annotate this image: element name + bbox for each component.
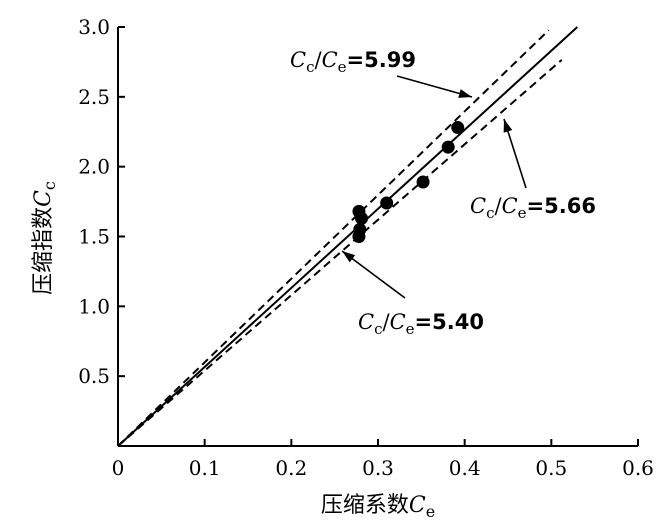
x-tick-label: 0 — [112, 456, 125, 480]
axis-titles: 压缩系数Ce 压缩指数Cc — [31, 181, 435, 521]
reference-line-5.66 — [117, 26, 579, 447]
annotations: Cc/Ce=5.99 Cc/Ce=5.66 Cc/Ce=5.40 — [290, 48, 596, 338]
data-point — [441, 140, 455, 154]
annotation-arrowhead — [342, 251, 356, 263]
x-tick-label: 0.5 — [535, 456, 567, 480]
y-tick-label: 1.5 — [78, 225, 110, 249]
y-tick-label: 0.5 — [78, 364, 110, 388]
x-tick-label: 0.2 — [275, 456, 307, 480]
annotation-arrowhead — [503, 119, 513, 133]
x-tick-label: 0.3 — [362, 456, 394, 480]
ratio-label-5.40: Cc/Ce=5.40 — [358, 310, 484, 338]
y-tick-label: 2.5 — [78, 85, 110, 109]
y-tick-label: 2.0 — [78, 155, 110, 179]
reference-lines — [117, 26, 579, 447]
data-point — [380, 196, 394, 210]
data-point — [451, 121, 465, 135]
reference-line-5.40 — [117, 59, 563, 447]
y-tick-label: 3.0 — [78, 15, 110, 39]
y-tick-label: 1.0 — [78, 294, 110, 318]
reference-line-5.99 — [117, 29, 550, 447]
x-tick-label: 0.4 — [449, 456, 481, 480]
ratio-label-5.99: Cc/Ce=5.99 — [290, 48, 416, 76]
data-point — [352, 230, 366, 243]
x-tick-label: 0.1 — [189, 456, 221, 480]
data-point — [355, 211, 369, 225]
annotation-arrow-line — [341, 250, 406, 299]
data-point — [416, 175, 430, 189]
y-axis-title: 压缩指数Cc — [31, 181, 59, 295]
ratio-label-5.66: Cc/Ce=5.66 — [470, 194, 596, 222]
data-points — [352, 121, 465, 243]
x-tick-label: 0.6 — [622, 456, 654, 480]
annotation-arrowhead — [458, 89, 472, 98]
axes: 0 0.1 0.2 0.3 0.4 0.5 0.6 0.5 1.0 1.5 2.0 2.5 3.0 — [78, 15, 654, 480]
x-axis-title: 压缩系数Ce — [321, 493, 435, 521]
